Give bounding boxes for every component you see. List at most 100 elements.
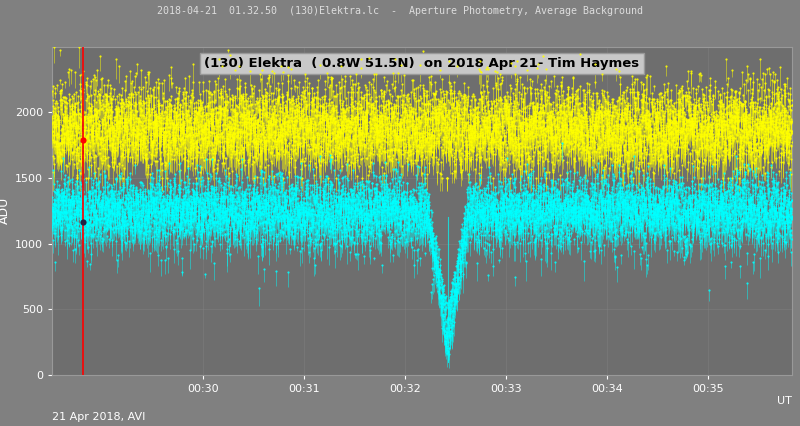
Point	[377, 102, 390, 109]
Point	[90, 181, 102, 188]
Point	[631, 216, 644, 222]
Point	[740, 108, 753, 115]
Point	[644, 197, 657, 204]
Point	[546, 130, 558, 137]
Point	[69, 205, 82, 212]
Point	[606, 217, 619, 224]
Point	[338, 114, 351, 121]
Point	[254, 106, 266, 112]
Point	[424, 233, 437, 240]
Point	[53, 132, 66, 139]
Point	[367, 254, 380, 261]
Point	[765, 199, 778, 205]
Point	[466, 219, 478, 226]
Point	[592, 198, 605, 205]
Point	[408, 246, 421, 253]
Point	[596, 125, 609, 132]
Point	[542, 112, 555, 119]
Point	[274, 177, 287, 184]
Point	[150, 115, 162, 122]
Point	[446, 117, 458, 124]
Point	[582, 229, 594, 236]
Point	[230, 149, 242, 155]
Point	[511, 141, 524, 148]
Point	[391, 110, 404, 117]
Point	[686, 210, 699, 217]
Point	[196, 244, 209, 251]
Point	[247, 196, 260, 203]
Point	[239, 101, 252, 108]
Point	[674, 214, 686, 221]
Point	[86, 103, 98, 109]
Point	[478, 227, 491, 234]
Point	[245, 198, 258, 204]
Point	[688, 113, 701, 120]
Point	[70, 178, 83, 185]
Point	[204, 128, 217, 135]
Point	[752, 190, 765, 197]
Point	[602, 106, 615, 113]
Point	[278, 104, 291, 110]
Point	[637, 200, 650, 207]
Point	[573, 177, 586, 184]
Point	[397, 225, 410, 232]
Point	[390, 155, 403, 162]
Point	[229, 150, 242, 157]
Point	[514, 179, 526, 186]
Point	[134, 105, 147, 112]
Point	[765, 161, 778, 168]
Point	[392, 93, 405, 100]
Point	[505, 211, 518, 218]
Point	[212, 225, 225, 232]
Point	[502, 140, 515, 147]
Point	[282, 223, 294, 230]
Point	[590, 107, 603, 114]
Point	[656, 93, 669, 100]
Point	[100, 179, 113, 186]
Point	[446, 152, 459, 158]
Point	[124, 213, 137, 220]
Point	[177, 201, 190, 207]
Point	[606, 136, 619, 143]
Point	[443, 315, 456, 322]
Point	[195, 110, 208, 117]
Point	[682, 185, 695, 192]
Point	[277, 190, 290, 197]
Point	[701, 203, 714, 210]
Point	[416, 129, 429, 136]
Point	[406, 117, 419, 124]
Point	[763, 138, 776, 144]
Point	[772, 216, 785, 222]
Point	[529, 201, 542, 208]
Point	[62, 186, 75, 193]
Point	[590, 113, 602, 120]
Point	[84, 191, 97, 198]
Point	[170, 196, 183, 203]
Point	[755, 75, 768, 82]
Point	[158, 137, 170, 144]
Point	[523, 100, 536, 106]
Point	[460, 120, 473, 127]
Point	[381, 210, 394, 217]
Point	[648, 120, 661, 127]
Point	[127, 83, 140, 90]
Point	[270, 214, 282, 221]
Point	[748, 190, 761, 196]
Point	[48, 211, 61, 218]
Point	[774, 99, 786, 106]
Point	[512, 141, 525, 147]
Point	[102, 108, 114, 115]
Point	[730, 96, 743, 103]
Point	[247, 226, 260, 233]
Point	[249, 199, 262, 206]
Point	[382, 98, 395, 105]
Point	[227, 134, 240, 141]
Point	[325, 219, 338, 225]
Point	[404, 135, 417, 141]
Point	[604, 128, 617, 135]
Point	[225, 124, 238, 131]
Point	[173, 181, 186, 188]
Point	[418, 219, 431, 226]
Point	[297, 108, 310, 115]
Point	[603, 128, 616, 135]
